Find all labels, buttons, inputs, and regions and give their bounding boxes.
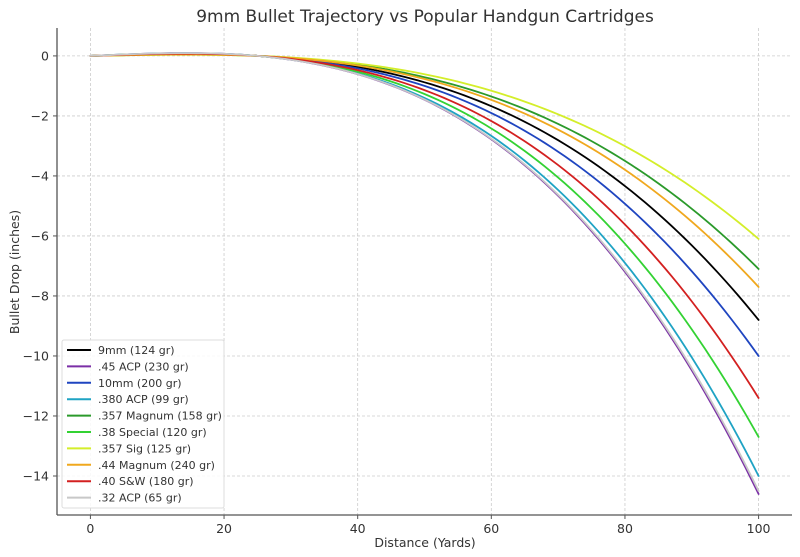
legend-label: .32 ACP (65 gr)	[98, 492, 182, 505]
x-tick-label: 80	[617, 521, 633, 536]
x-tick-label: 60	[483, 521, 499, 536]
chart-title: 9mm Bullet Trajectory vs Popular Handgun…	[196, 7, 654, 27]
y-tick-label: −8	[31, 288, 49, 303]
series-lines	[89, 52, 760, 495]
legend-label: .45 ACP (230 gr)	[98, 360, 189, 373]
x-axis-ticks: 0 20 40 60 80 100	[86, 515, 771, 536]
legend-label: .357 Sig (125 gr)	[98, 442, 191, 455]
legend-label: .357 Magnum (158 gr)	[98, 410, 222, 423]
y-tick-label: −2	[31, 108, 49, 123]
legend-item: .38 Special (120 gr)	[67, 426, 207, 439]
legend-item: .44 Magnum (240 gr)	[67, 459, 215, 472]
y-tick-label: −10	[23, 348, 49, 363]
legend-item: 10mm (200 gr)	[67, 377, 182, 390]
legend-item: .45 ACP (230 gr)	[67, 360, 189, 373]
legend-label: .380 ACP (99 gr)	[98, 393, 189, 406]
legend-label: .38 Special (120 gr)	[98, 426, 207, 439]
y-tick-label: −14	[23, 468, 49, 483]
y-tick-label: 0	[41, 48, 49, 63]
x-tick-label: 100	[747, 521, 771, 536]
legend-label: 10mm (200 gr)	[98, 377, 182, 390]
legend-label: 9mm (124 gr)	[98, 344, 175, 357]
x-tick-label: 0	[86, 521, 94, 536]
y-tick-label: −12	[23, 408, 49, 423]
legend-box	[61, 339, 225, 509]
legend-item: .32 ACP (65 gr)	[67, 492, 182, 505]
y-axis-label: Bullet Drop (inches)	[7, 210, 22, 334]
x-tick-label: 20	[216, 521, 232, 536]
y-tick-label: −6	[31, 228, 49, 243]
legend: 9mm (124 gr) .45 ACP (230 gr) 10mm (200 gr…	[61, 339, 225, 509]
legend-item: .40 S&W (180 gr)	[67, 475, 194, 488]
legend-label: .40 S&W (180 gr)	[98, 475, 194, 488]
y-axis-ticks: 0 −2 −4 −6 −8 −10 −12 −14	[23, 48, 57, 483]
x-axis-label: Distance (Yards)	[374, 535, 475, 550]
y-tick-label: −4	[31, 168, 49, 183]
legend-item: .380 ACP (99 gr)	[67, 393, 189, 406]
x-tick-label: 40	[350, 521, 366, 536]
legend-item: .357 Sig (125 gr)	[67, 442, 191, 455]
legend-item: .357 Magnum (158 gr)	[67, 410, 222, 423]
legend-label: .44 Magnum (240 gr)	[98, 459, 215, 472]
series-line	[89, 52, 760, 492]
legend-item: 9mm (124 gr)	[67, 344, 175, 357]
